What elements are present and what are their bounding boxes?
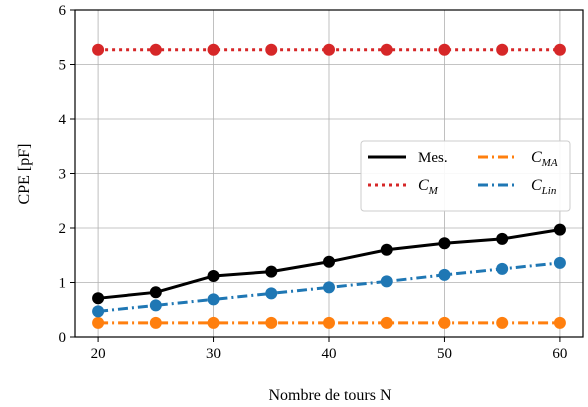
legend-label-clin: CLin: [531, 177, 557, 197]
y-tick-label: 1: [59, 276, 67, 292]
data-point-cm: [380, 43, 393, 56]
legend-box: [360, 140, 571, 212]
data-point-clin: [149, 299, 162, 312]
series-line-clin: [97, 261, 561, 313]
legend-label-cm: CM: [418, 177, 439, 197]
data-point-cm: [265, 43, 278, 56]
data-point-clin: [496, 262, 509, 275]
y-axis-title: CPE [pF]: [16, 144, 33, 205]
data-point-cma: [149, 316, 162, 329]
y-tick-label: 5: [59, 58, 67, 74]
data-point-cm: [92, 43, 105, 56]
data-point-cm: [323, 43, 335, 56]
data-point-cma: [380, 316, 393, 329]
data-point-clin: [553, 256, 566, 269]
x-axis-title: Nombre de tours N: [268, 387, 392, 404]
data-point-mes: [438, 237, 451, 250]
data-point-cm: [207, 43, 220, 56]
legend: Mes. CM CMA CLin: [360, 140, 571, 212]
data-point-mes: [323, 255, 335, 268]
y-tick-label: 3: [59, 167, 67, 183]
data-point-clin: [380, 275, 393, 288]
legend-label-mes: Mes.: [418, 150, 448, 166]
data-point-clin: [438, 268, 451, 281]
data-point-cma: [496, 316, 509, 329]
data-point-cm: [438, 43, 451, 56]
x-tick-label: 20: [91, 346, 106, 362]
x-tick-label: 60: [552, 346, 567, 362]
y-tick-label: 0: [59, 330, 67, 346]
axis-ticks: 20 30 40 50 60 0 1 2 3 4 5 6: [59, 3, 568, 362]
data-point-mes: [149, 286, 162, 299]
data-point-cma: [438, 316, 451, 329]
y-tick-label: 4: [59, 112, 67, 128]
data-point-mes: [92, 292, 105, 305]
data-point-mes: [207, 269, 220, 282]
y-tick-label: 2: [59, 221, 67, 237]
data-point-cma: [553, 316, 566, 329]
data-point-cm: [149, 43, 162, 56]
data-point-mes: [553, 223, 566, 236]
data-point-cm: [496, 43, 509, 56]
x-tick-label: 50: [437, 346, 452, 362]
data-point-mes: [265, 265, 278, 278]
data-point-cma: [92, 316, 105, 329]
series-layer: [92, 43, 566, 329]
data-point-clin: [323, 281, 335, 294]
data-point-mes: [496, 232, 509, 245]
data-point-cma: [323, 316, 335, 329]
data-point-cma: [207, 316, 220, 329]
x-tick-label: 30: [206, 346, 221, 362]
x-tick-label: 40: [322, 346, 337, 362]
data-point-clin: [265, 287, 278, 300]
y-tick-label: 6: [59, 3, 67, 19]
data-point-cm: [553, 43, 566, 56]
data-point-clin: [92, 305, 105, 318]
data-point-cma: [265, 316, 278, 329]
data-point-mes: [380, 243, 393, 256]
data-point-clin: [207, 293, 220, 306]
legend-label-cma: CMA: [531, 149, 558, 169]
